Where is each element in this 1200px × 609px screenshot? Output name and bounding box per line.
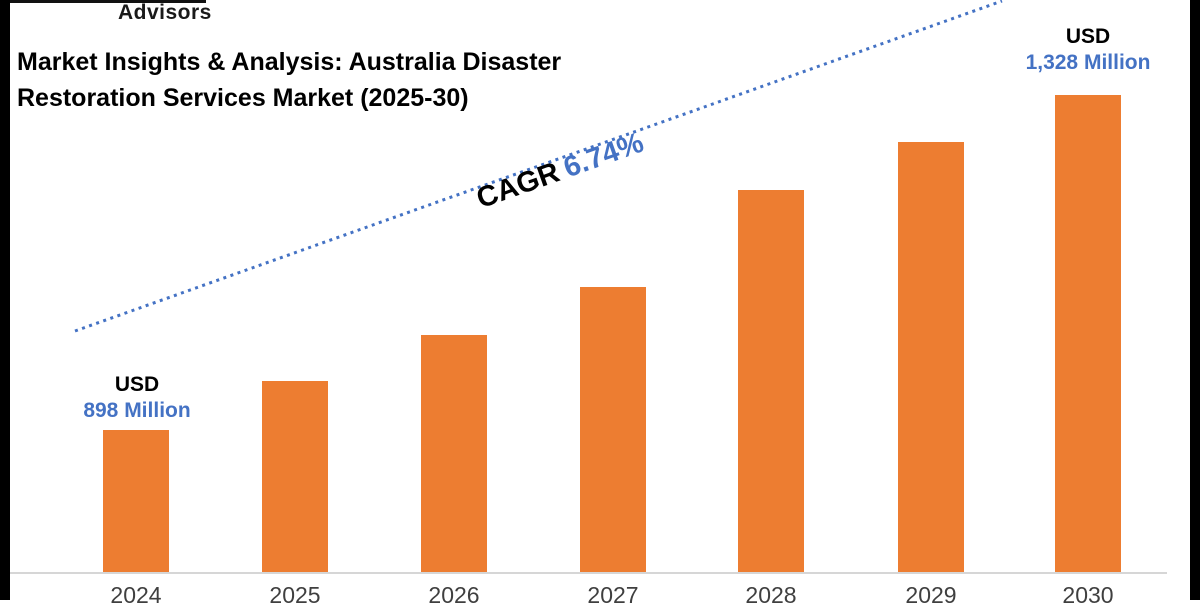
- value-callout-2024: USD 898 Million: [83, 372, 190, 424]
- bar-2027: [580, 287, 646, 573]
- right-crop-bar: [1190, 0, 1200, 600]
- value-callout-2030-amount: 1,328 Million: [1025, 51, 1151, 74]
- x-tick-2026: 2026: [428, 582, 480, 608]
- x-tick-2028: 2028: [745, 582, 797, 608]
- x-axis-line: [10, 572, 1167, 574]
- x-tick-2029: 2029: [905, 582, 957, 608]
- value-callout-2030-currency: USD: [1065, 25, 1111, 48]
- bar-2026: [421, 335, 487, 573]
- bar-2030: [1055, 95, 1121, 573]
- x-tick-2024: 2024: [110, 582, 162, 608]
- x-tick-2027: 2027: [587, 582, 639, 608]
- bar-2025: [262, 381, 328, 573]
- value-callout-2024-currency: USD: [114, 373, 160, 396]
- bar-2024: [103, 430, 169, 573]
- bar-2029: [898, 142, 964, 573]
- x-tick-2030: 2030: [1062, 582, 1114, 608]
- bar-2028: [738, 190, 804, 573]
- value-callout-2030: USD 1,328 Million: [1026, 24, 1151, 76]
- left-crop-bar: [0, 0, 10, 600]
- value-callout-2024-amount: 898 Million: [83, 399, 191, 422]
- x-tick-2025: 2025: [269, 582, 321, 608]
